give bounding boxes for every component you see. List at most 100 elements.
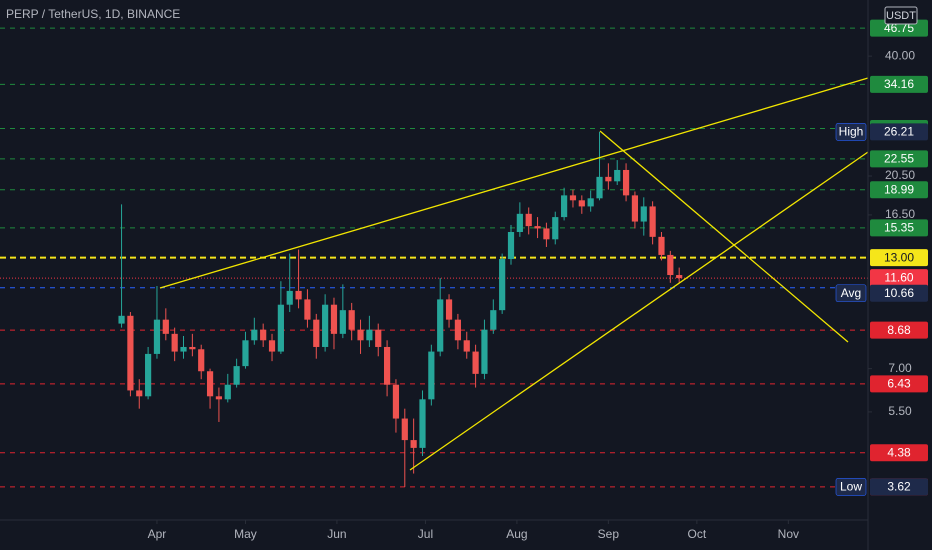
stat-value-box (870, 478, 928, 496)
candle-body (481, 329, 488, 374)
price-badge (870, 150, 928, 168)
candle-body (224, 384, 231, 400)
candle-body (525, 213, 532, 227)
candle-body (206, 371, 214, 397)
candle-body (136, 390, 143, 397)
candle-body (507, 232, 515, 260)
candle-body (561, 195, 568, 218)
x-tick-label: Aug (506, 527, 527, 541)
stat-value: 3.62 (887, 480, 911, 494)
candle-body (658, 236, 665, 255)
x-tick-label: Nov (778, 527, 799, 541)
candle-body (614, 169, 621, 182)
price-badge (870, 375, 928, 393)
stat-value-box (870, 123, 928, 141)
candle-body (445, 299, 453, 320)
candle-body (596, 176, 603, 199)
price-badge (870, 321, 928, 339)
candle-body (578, 200, 585, 207)
candle-body (622, 169, 630, 196)
candle-body (375, 329, 382, 347)
candle-body (534, 226, 541, 229)
candle-body (330, 304, 338, 334)
price-badge-label: 15.35 (884, 221, 914, 235)
candle-body (242, 340, 249, 367)
candle-body (162, 319, 169, 334)
candle-body (631, 195, 639, 222)
x-tick-label: Oct (688, 527, 707, 541)
candle-body (490, 310, 497, 330)
chart-title: PERP / TetherUS, 1D, BINANCE (6, 7, 180, 21)
candle-body (277, 304, 284, 352)
candle-body (260, 329, 267, 341)
y-tick-label: 5.50 (888, 404, 912, 418)
x-tick-label: Jun (327, 527, 346, 541)
price-badge-label: 34.16 (884, 77, 914, 91)
candle-body (189, 346, 196, 350)
candle-body (437, 299, 444, 352)
candle-body (366, 329, 373, 341)
candle-body (401, 418, 408, 441)
stat-name: Low (840, 480, 862, 494)
stat-value: 10.66 (884, 286, 914, 300)
currency-box[interactable] (884, 6, 918, 25)
candle-body (587, 198, 594, 207)
x-tick-label: Jul (418, 527, 433, 541)
trend-line (599, 130, 849, 343)
x-tick-label: Apr (148, 527, 167, 541)
candle-body (198, 349, 205, 372)
candle-body (605, 176, 612, 182)
price-badge-label: 18.99 (884, 182, 914, 196)
candle-body (286, 290, 293, 305)
candle-body (649, 206, 656, 237)
candle-body (410, 440, 417, 448)
stat-name-box (835, 478, 867, 496)
price-badge-label: 22.55 (884, 152, 914, 166)
candle-body (392, 384, 400, 419)
price-badge-label: 6.43 (887, 377, 911, 391)
candle-body (348, 310, 355, 330)
price-badge (870, 444, 928, 462)
x-tick-label: May (234, 527, 257, 541)
candle-body (419, 399, 426, 448)
stat-value-box (870, 284, 928, 302)
candle-body (463, 340, 470, 352)
y-tick-label: 40.00 (885, 48, 915, 62)
candle-body (233, 366, 240, 385)
price-badge-label: 8.68 (887, 323, 911, 337)
current-price-label: 11.60 (884, 270, 913, 284)
candle-body (339, 310, 346, 334)
trend-line (159, 77, 869, 289)
candle-body (295, 290, 302, 300)
candle-body (127, 315, 134, 391)
candle-body (357, 329, 364, 341)
price-badge (870, 219, 928, 237)
candle-body (667, 254, 674, 276)
y-tick-label: 7.00 (888, 361, 912, 375)
candle-body (640, 206, 647, 222)
stat-name: Avg (841, 286, 861, 300)
stat-name-box (835, 123, 867, 141)
price-badge-label: 13.00 (884, 250, 914, 264)
stat-name-box (835, 284, 867, 303)
candle-body (543, 228, 550, 240)
candle-body (383, 346, 391, 385)
currency-label[interactable]: USDT (886, 10, 916, 22)
price-badge (870, 75, 928, 93)
x-tick-label: Sep (598, 527, 620, 541)
candle-body (499, 259, 506, 311)
candle-body (180, 346, 187, 352)
candle-body (676, 275, 683, 279)
candle-body (251, 329, 258, 341)
trend-line (409, 151, 869, 471)
candle-body (428, 351, 435, 400)
price-badge-label: 4.38 (887, 445, 911, 459)
candle-body (153, 319, 161, 354)
price-badge (870, 249, 928, 267)
candle-body (569, 195, 577, 201)
candle-body (454, 319, 461, 341)
candle-body (552, 217, 559, 240)
candle-body (472, 351, 479, 374)
